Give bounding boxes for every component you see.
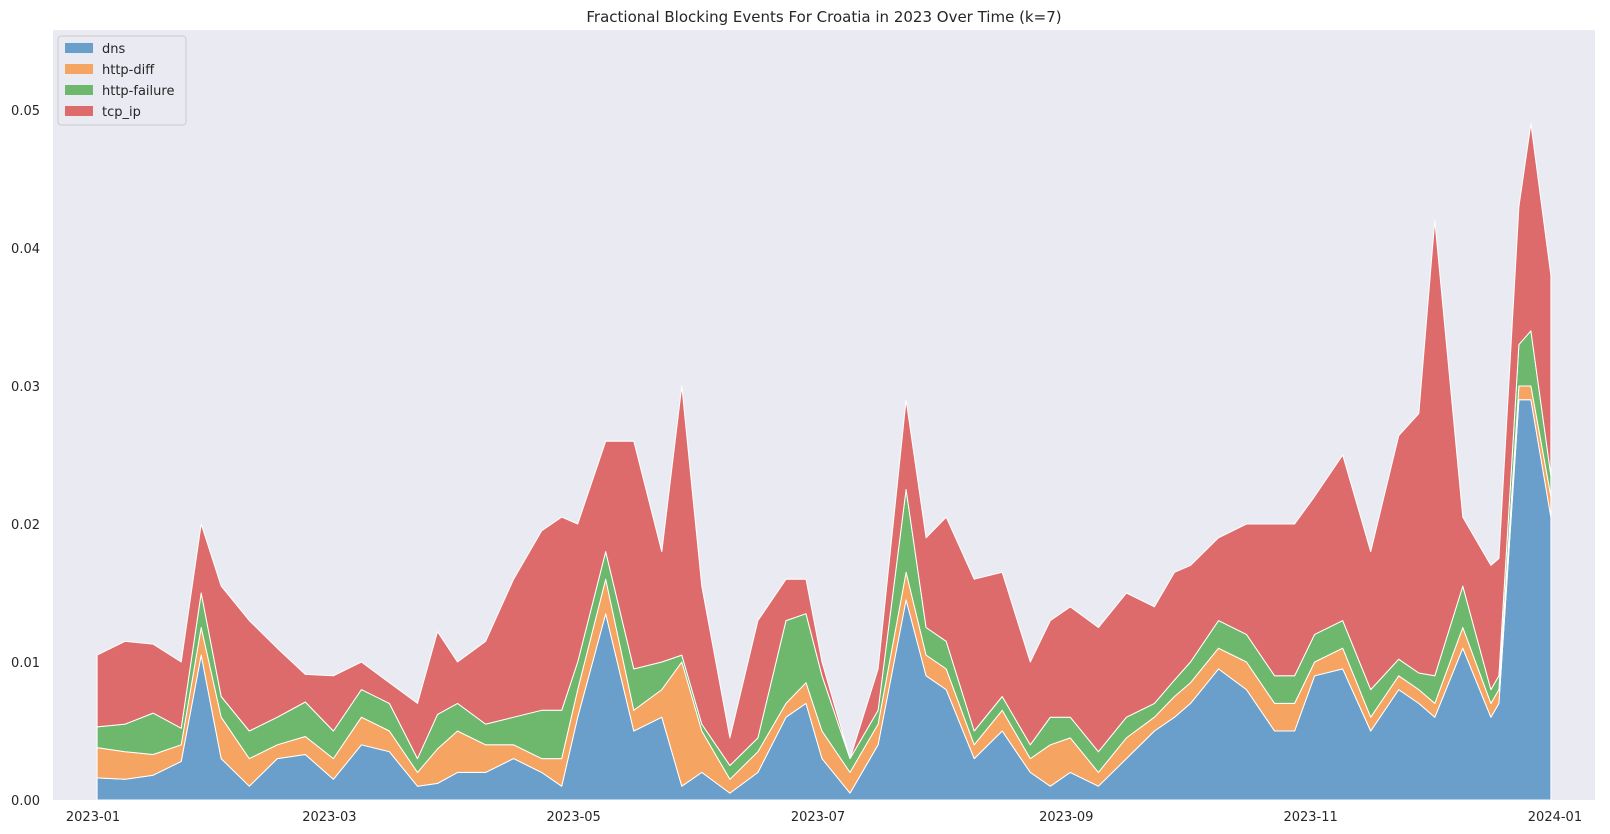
legend-swatch-http-diff — [65, 64, 93, 74]
x-axis: 2023-01 2023-03 2023-05 2023-07 2023-09 2023-… — [66, 810, 1582, 825]
x-tick-label: 2023-01 — [66, 810, 120, 825]
y-tick-label: 0.00 — [11, 794, 40, 809]
legend-label-tcp_ip: tcp_ip — [102, 105, 141, 120]
x-tick-label: 2023-03 — [302, 810, 356, 825]
y-tick-label: 0.03 — [11, 380, 40, 395]
x-tick-label: 2023-07 — [791, 810, 845, 825]
area-layers — [96, 123, 1552, 801]
legend-label-http-failure: http-failure — [102, 84, 174, 99]
x-tick-label: 2023-09 — [1039, 810, 1093, 825]
area-tcp_ip — [96, 123, 1552, 766]
legend: dns http-diff http-failure tcp_ip — [57, 35, 187, 126]
legend-label-dns: dns — [102, 42, 125, 57]
chart-title: Fractional Blocking Events For Croatia i… — [586, 8, 1061, 26]
x-tick-label: 2024-01 — [1528, 810, 1582, 825]
y-tick-label: 0.04 — [11, 242, 40, 257]
y-axis: 0.00 0.01 0.02 0.03 0.04 0.05 — [11, 104, 40, 809]
legend-swatch-tcp_ip — [65, 106, 93, 116]
legend-swatch-dns — [65, 43, 93, 53]
y-tick-label: 0.01 — [11, 656, 40, 671]
x-tick-label: 2023-05 — [547, 810, 601, 825]
x-tick-label: 2023-11 — [1283, 810, 1337, 825]
legend-box — [57, 35, 187, 126]
y-tick-label: 0.05 — [11, 104, 40, 119]
legend-swatch-http-failure — [65, 85, 93, 95]
y-tick-label: 0.02 — [11, 518, 40, 533]
legend-label-http-diff: http-diff — [102, 63, 155, 78]
